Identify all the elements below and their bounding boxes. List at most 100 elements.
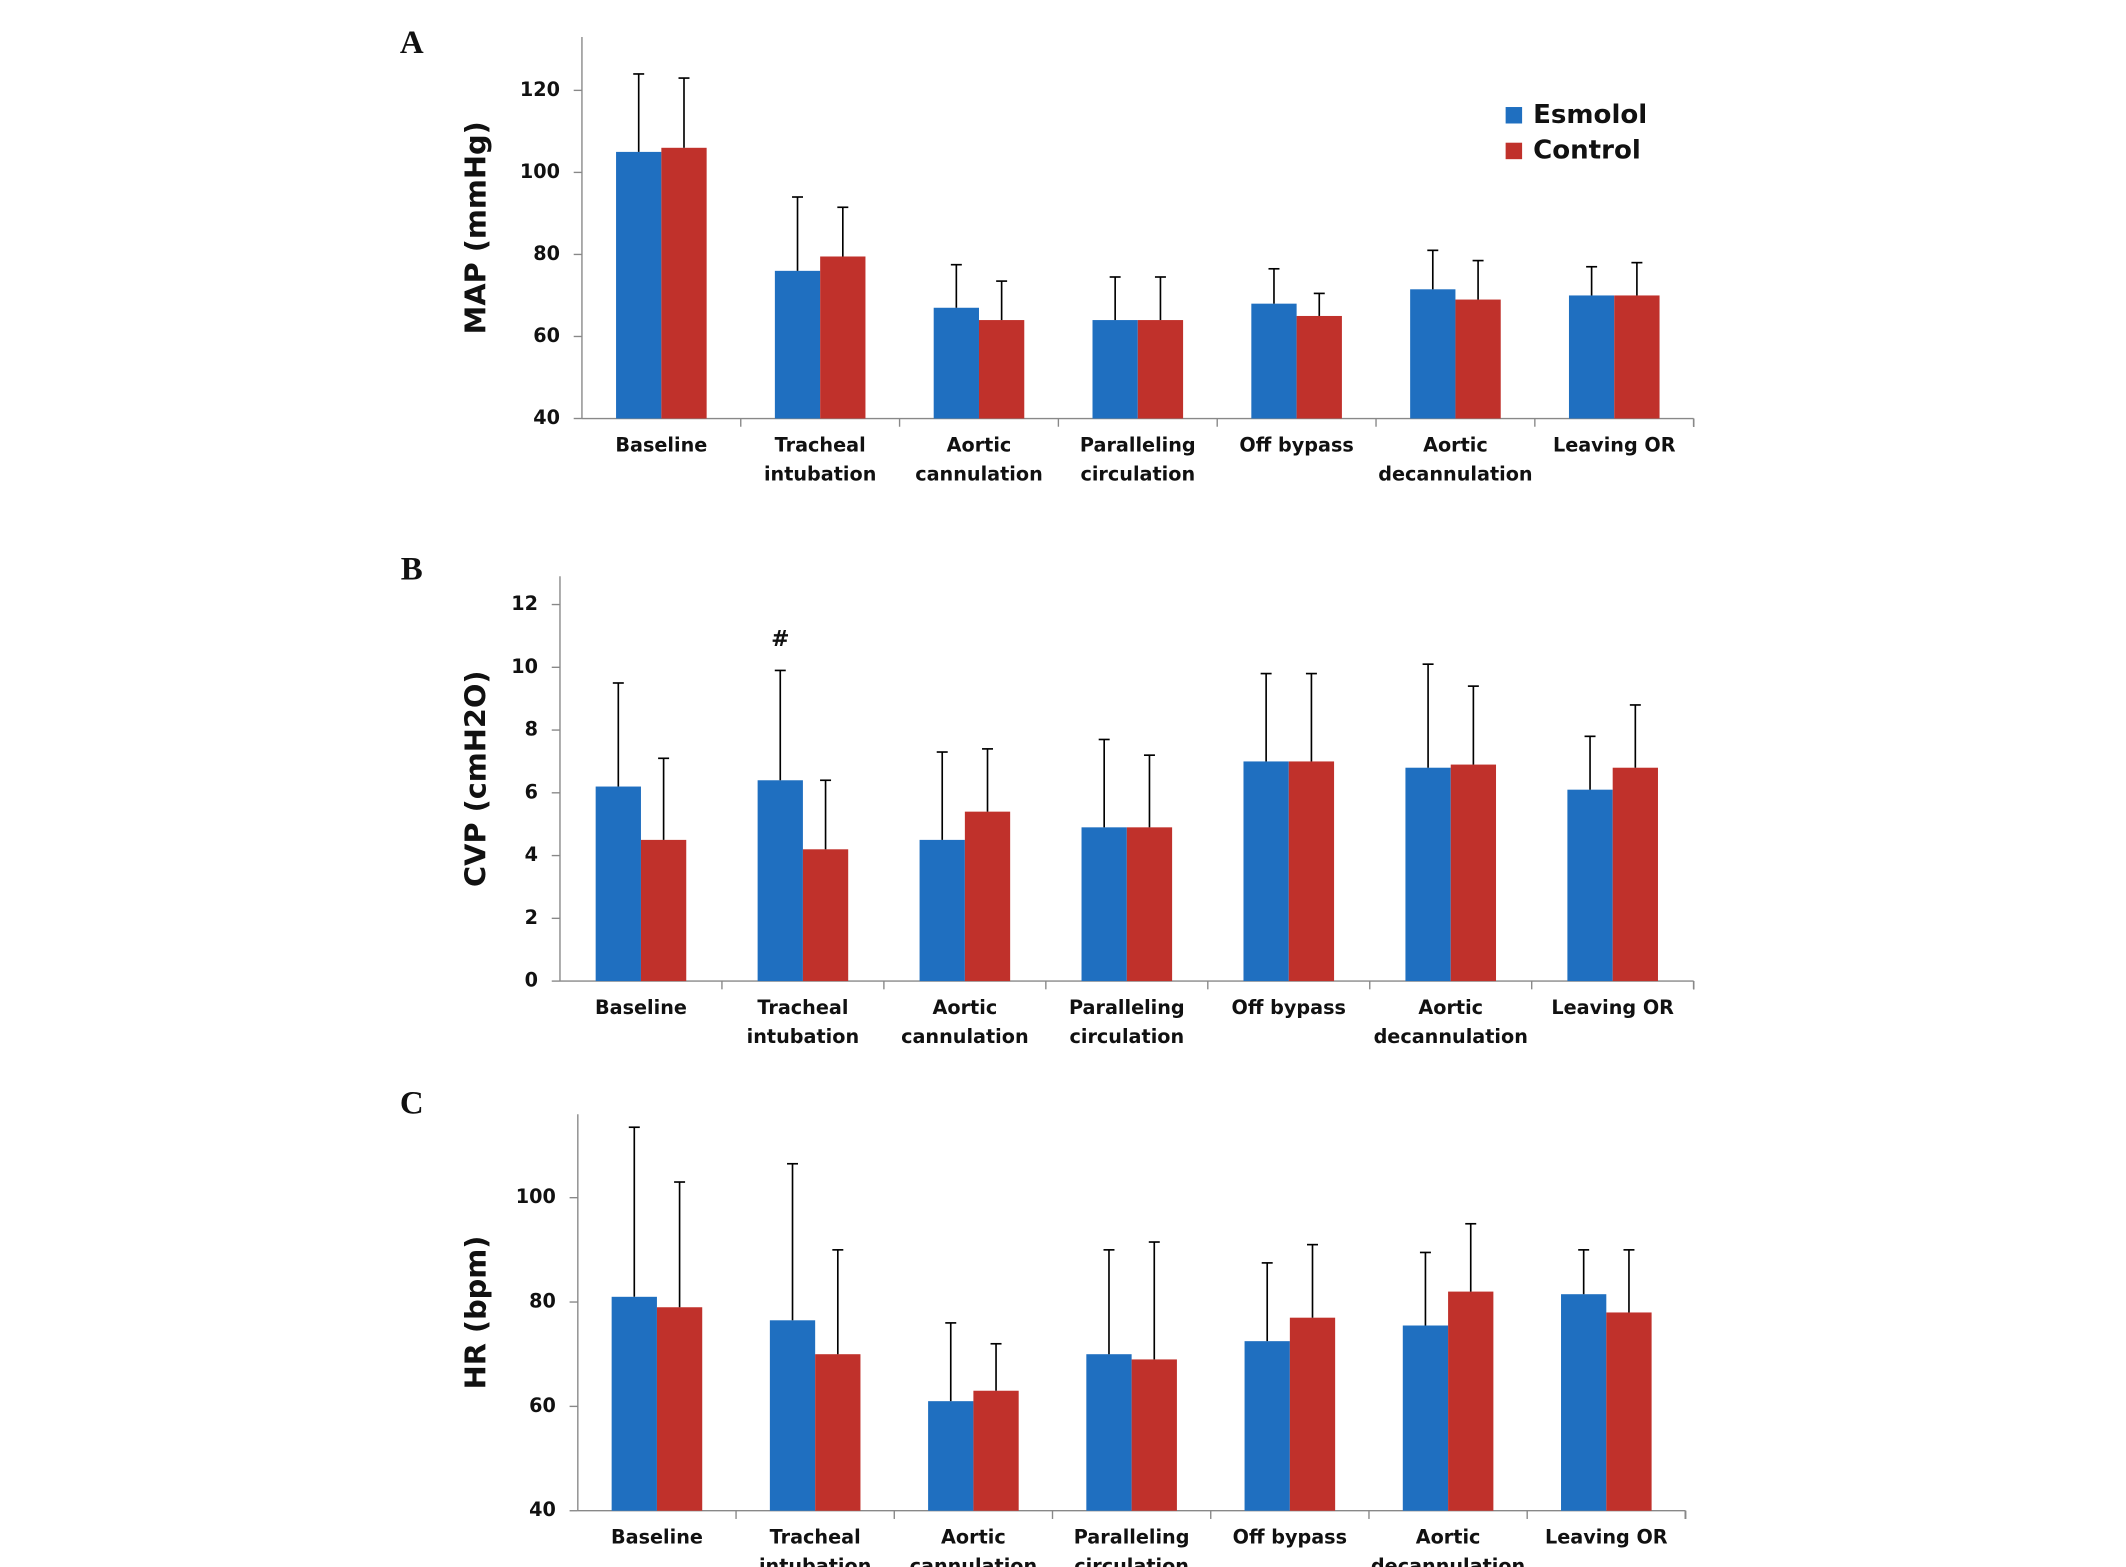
y-tick-label: 60 <box>533 324 560 347</box>
y-tick-label: 12 <box>511 592 538 615</box>
y-tick-label: 40 <box>533 406 560 429</box>
bar <box>1137 320 1184 419</box>
x-tick-label: cannulation <box>901 1025 1029 1048</box>
bar <box>661 147 707 419</box>
bar <box>1081 827 1127 982</box>
x-tick-label: cannulation <box>915 462 1043 485</box>
bar <box>611 1296 657 1511</box>
y-axis-label: CVP (cmH2O) <box>459 670 493 887</box>
bar <box>1410 289 1456 419</box>
y-tick-label: 100 <box>520 160 560 183</box>
legend-label: Control <box>1533 135 1641 165</box>
y-tick-label: 10 <box>511 655 538 678</box>
x-tick-label: intubation <box>759 1555 871 1567</box>
y-tick-label: 60 <box>529 1394 556 1417</box>
y-tick-label: 6 <box>525 780 538 803</box>
x-tick-label: Paralleling <box>1080 433 1196 456</box>
bar <box>1402 1325 1449 1511</box>
bar <box>1131 1359 1177 1511</box>
y-axis-label: MAP (mmHg) <box>459 121 493 334</box>
x-tick-label: Tracheal <box>757 996 848 1019</box>
panel-label: B <box>401 552 423 588</box>
bar <box>1561 1294 1607 1511</box>
legend-swatch <box>1505 107 1523 124</box>
x-tick-label: Off bypass <box>1232 996 1346 1019</box>
x-tick-label: decannulation <box>1371 1555 1525 1567</box>
x-tick-label: circulation <box>1080 462 1195 485</box>
x-tick-label: Off bypass <box>1233 1526 1347 1549</box>
y-tick-label: 80 <box>529 1290 556 1313</box>
annotation: # <box>771 627 789 652</box>
x-tick-label: Aortic <box>1423 433 1488 456</box>
bar <box>802 849 849 982</box>
y-tick-label: 2 <box>525 906 538 929</box>
bar <box>1450 764 1497 982</box>
chart: C HR (bpm) 40 60 80 100 Baseline Tracheal intuba… <box>400 1086 1687 1567</box>
x-tick-label: circulation <box>1069 1025 1184 1048</box>
bar <box>616 151 662 419</box>
bar <box>774 270 821 419</box>
x-tick-label: Paralleling <box>1074 1526 1190 1549</box>
x-tick-label: Leaving OR <box>1553 433 1676 456</box>
bar <box>1251 303 1297 419</box>
bar <box>919 839 965 982</box>
bar <box>933 307 979 419</box>
x-tick-label: intubation <box>747 1025 859 1048</box>
bar <box>1568 295 1615 419</box>
x-tick-label: Aortic <box>933 996 998 1019</box>
x-tick-label: Baseline <box>611 1526 703 1549</box>
x-tick-label: decannulation <box>1374 1025 1528 1048</box>
x-tick-label: circulation <box>1074 1555 1189 1567</box>
bar <box>656 1307 703 1511</box>
y-tick-label: 100 <box>516 1185 556 1208</box>
panel-label: A <box>400 25 424 61</box>
bar <box>1086 1354 1132 1511</box>
x-tick-label: cannulation <box>910 1555 1038 1567</box>
bar <box>1092 320 1138 419</box>
bar <box>1614 295 1660 419</box>
bar <box>1126 827 1173 982</box>
chart: A MAP (mmHg) 40 60 80 100 120 Baseline Tracheal i… <box>400 25 1695 485</box>
bar <box>1567 789 1613 982</box>
bar <box>595 786 641 982</box>
x-tick-label: Aortic <box>1418 996 1483 1019</box>
bar <box>978 320 1025 419</box>
y-tick-label: 8 <box>525 718 538 741</box>
x-tick-label: Aortic <box>941 1526 1006 1549</box>
bar <box>640 839 687 982</box>
bar <box>973 1390 1019 1511</box>
y-tick-label: 80 <box>533 242 560 265</box>
x-tick-label: Baseline <box>615 433 707 456</box>
y-tick-label: 4 <box>525 843 538 866</box>
bar <box>820 256 866 419</box>
y-tick-label: 40 <box>529 1498 556 1521</box>
bar <box>928 1401 974 1511</box>
y-tick-label: 120 <box>520 78 560 101</box>
bar <box>1296 315 1342 419</box>
panel-label: C <box>400 1086 424 1122</box>
x-tick-label: intubation <box>764 462 876 485</box>
chart: B CVP (cmH2O) 0 2 4 6 8 10 12 Baseline Tracheal int… <box>401 552 1695 1048</box>
bar <box>757 780 803 982</box>
x-tick-label: Aortic <box>947 433 1012 456</box>
legend-swatch <box>1505 142 1523 160</box>
x-tick-label: Tracheal <box>770 1526 861 1549</box>
bar <box>1405 767 1451 982</box>
x-tick-label: Leaving OR <box>1545 1526 1668 1549</box>
x-tick-label: Tracheal <box>775 433 866 456</box>
bar <box>1289 1317 1336 1511</box>
bar <box>1448 1291 1494 1511</box>
x-tick-label: Leaving OR <box>1551 996 1674 1019</box>
bar <box>964 811 1011 982</box>
y-axis-label: HR (bpm) <box>459 1236 493 1390</box>
y-tick-label: 0 <box>525 969 538 992</box>
bar <box>1606 1312 1652 1511</box>
x-tick-label: Baseline <box>595 996 687 1019</box>
bar <box>1244 1341 1290 1511</box>
x-tick-label: decannulation <box>1378 462 1532 485</box>
bar <box>815 1354 861 1511</box>
x-tick-label: Off bypass <box>1239 433 1353 456</box>
x-tick-label: Aortic <box>1416 1526 1481 1549</box>
bar <box>1455 299 1501 419</box>
